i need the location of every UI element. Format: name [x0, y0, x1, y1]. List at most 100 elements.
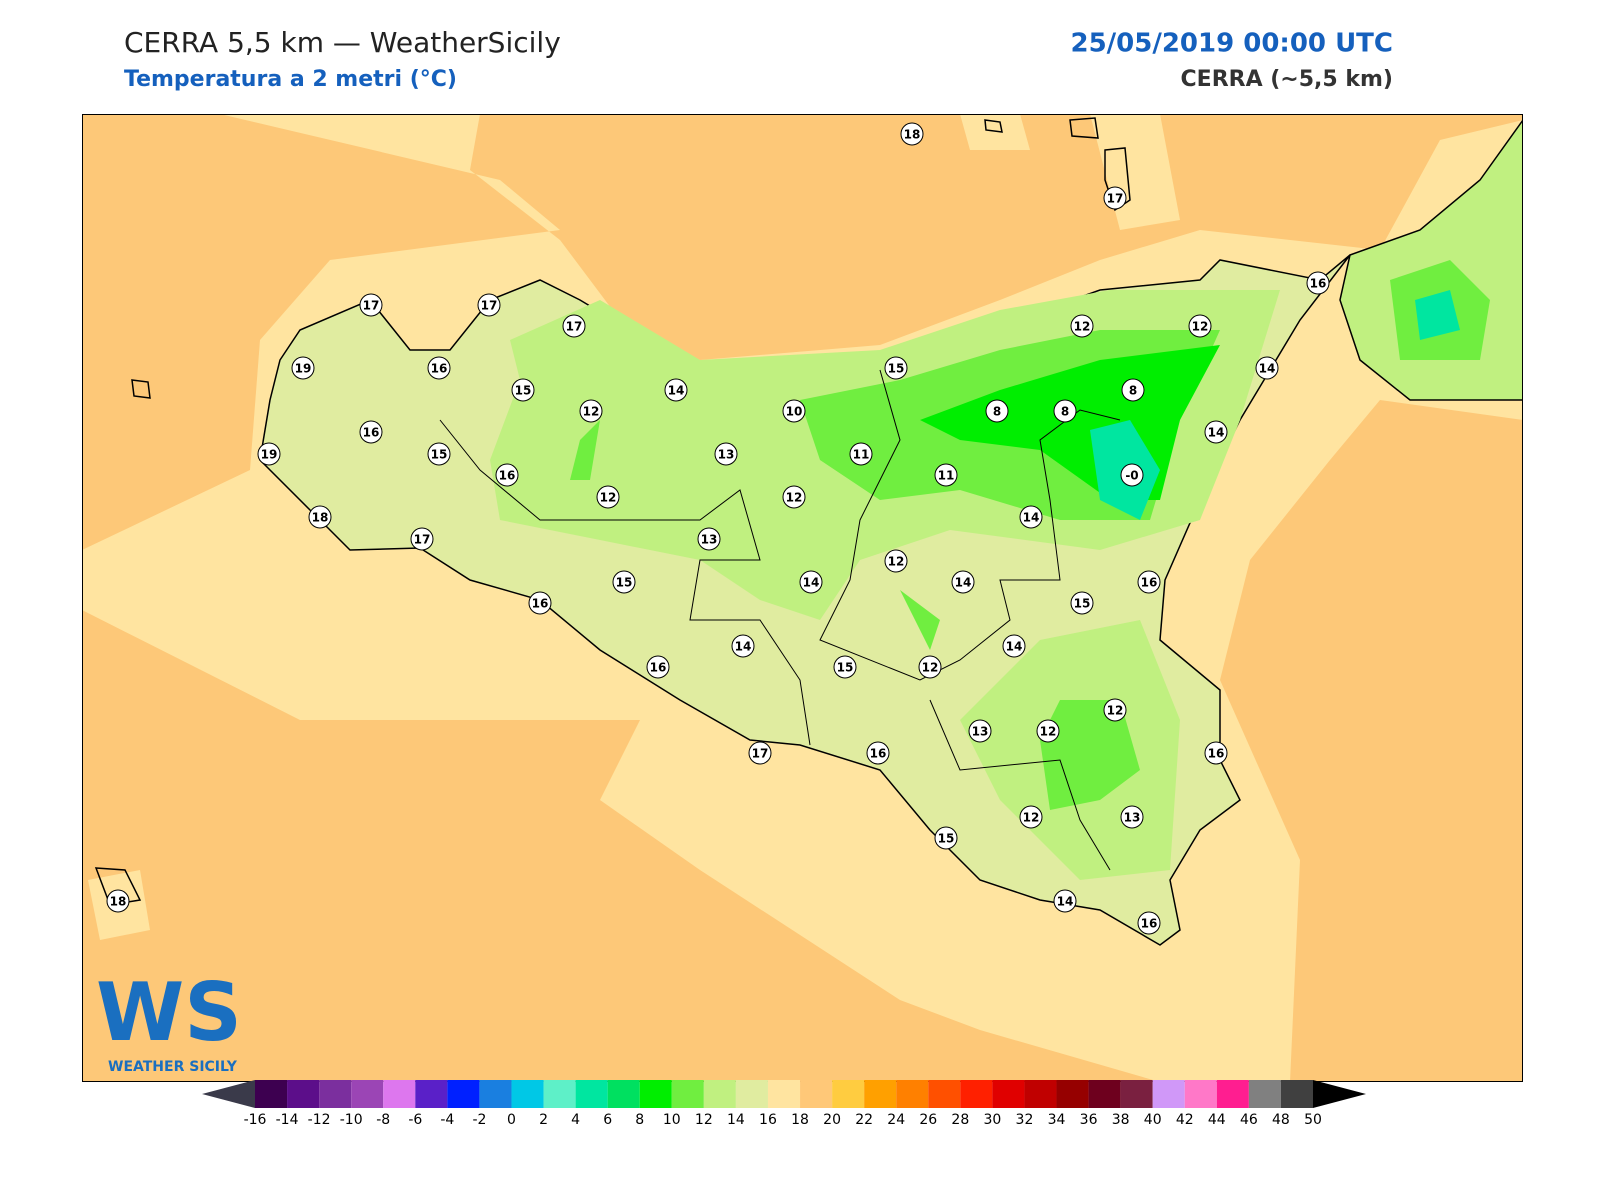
colorbar-tick-label: 6 [603, 1112, 612, 1128]
station-value: 13 [1124, 811, 1141, 825]
station-marker [918, 655, 942, 679]
station-marker [799, 570, 823, 594]
colorbar-box [1216, 1080, 1249, 1108]
colorbar-box [735, 1080, 768, 1108]
colorbar-box [1024, 1080, 1057, 1108]
colorbar-box [383, 1080, 416, 1108]
colorbar-box [703, 1080, 736, 1108]
colorbar-tick-label: 10 [663, 1112, 681, 1128]
colorbar-box [832, 1080, 865, 1108]
colorbar-box [639, 1080, 672, 1108]
station-value: 8 [1129, 384, 1137, 398]
station-marker [1103, 698, 1127, 722]
colorbar-box [415, 1080, 448, 1108]
colorbar-tick-label: 30 [983, 1112, 1001, 1128]
logo-name: WEATHER SICILY [108, 1059, 238, 1075]
colorbar-tick-label: 44 [1208, 1112, 1226, 1128]
station-value: 15 [431, 448, 448, 462]
colorbar-tick-label: 2 [539, 1112, 548, 1128]
station-value: 15 [515, 384, 532, 398]
station-marker [968, 719, 992, 743]
colorbar-tick-label: 46 [1240, 1112, 1258, 1128]
station-value: 16 [499, 469, 516, 483]
station-value: 14 [1006, 640, 1023, 654]
colorbar-box [319, 1080, 352, 1108]
station-marker [714, 442, 738, 466]
colorbar-over [1313, 1080, 1366, 1108]
station-marker [934, 826, 958, 850]
station-marker [106, 889, 130, 913]
colorbar-box [896, 1080, 929, 1108]
subtitle: Temperatura a 2 metri (°C) [124, 67, 457, 92]
colorbar-tick-label: 28 [951, 1112, 969, 1128]
station-value: 13 [701, 533, 718, 547]
station-marker [291, 356, 315, 380]
station-marker [1121, 378, 1145, 402]
colorbar-box [800, 1080, 833, 1108]
colorbar-box [1248, 1080, 1281, 1108]
station-marker [511, 378, 535, 402]
station-marker [1019, 805, 1043, 829]
colorbar-tick-label: -14 [276, 1112, 299, 1128]
colorbar-box [1120, 1080, 1153, 1108]
station-marker [1036, 719, 1060, 743]
colorbar-tick-label: 8 [635, 1112, 644, 1128]
station-value: 17 [1107, 192, 1124, 206]
station-marker [359, 293, 383, 317]
colorbar-tick-label: 26 [919, 1112, 937, 1128]
station-value: 8 [1061, 405, 1069, 419]
station-value: 18 [312, 511, 329, 525]
station-value: 14 [1208, 426, 1225, 440]
colorbar-tick-label: 42 [1176, 1112, 1194, 1128]
colorbar-box [992, 1080, 1025, 1108]
station-value: 12 [1023, 811, 1040, 825]
station-marker [1204, 741, 1228, 765]
colorbar-box [671, 1080, 704, 1108]
station-marker [664, 378, 688, 402]
station-marker [866, 741, 890, 765]
station-value: 14 [1057, 895, 1074, 909]
station-value: 17 [414, 533, 431, 547]
colorbar-tick-label: -2 [472, 1112, 486, 1128]
station-marker [1019, 505, 1043, 529]
calabria-colder [1415, 290, 1460, 340]
colorbar-tick-label: 20 [823, 1112, 841, 1128]
colorbar-box [1152, 1080, 1185, 1108]
station-value: 12 [922, 661, 939, 675]
station-value: 18 [110, 895, 127, 909]
colorbar-box [1088, 1080, 1121, 1108]
colorbar-tick-label: 16 [759, 1112, 777, 1128]
station-value: 15 [837, 661, 854, 675]
colorbar-box [607, 1080, 640, 1108]
station-value: 14 [955, 576, 972, 590]
datetime: 25/05/2019 00:00 UTC [1070, 29, 1393, 59]
station-value: 8 [993, 405, 1001, 419]
station-value: 16 [1208, 747, 1225, 761]
colorbar-tick-label: 0 [507, 1112, 516, 1128]
colorbar-box [864, 1080, 897, 1108]
station-value: 11 [853, 448, 870, 462]
station-value: 19 [295, 362, 312, 376]
station-marker [1188, 314, 1212, 338]
station-marker [951, 570, 975, 594]
station-marker [731, 634, 755, 658]
station-marker [1002, 634, 1026, 658]
station-value: 19 [261, 448, 278, 462]
station-marker [748, 741, 772, 765]
colorbar-tick-label: -8 [376, 1112, 390, 1128]
station-value: 14 [803, 576, 820, 590]
logo-mark: WS [96, 966, 242, 1059]
colorbar-tick-label: -16 [244, 1112, 267, 1128]
station-value: 12 [600, 491, 617, 505]
station-value: 16 [1141, 917, 1158, 931]
station-value: 12 [1107, 704, 1124, 718]
station-marker [1255, 356, 1279, 380]
stations: 18 17 17 17 17 16 12 12 19 16 15 14 15 14 8 8 8 12 10 16 14 1… [106, 122, 1330, 935]
station-marker [1070, 591, 1094, 615]
station-marker [612, 570, 636, 594]
station-marker [884, 356, 908, 380]
colorbar-tick-label: 4 [571, 1112, 580, 1128]
colorbar-box [447, 1080, 480, 1108]
station-value: 17 [363, 299, 380, 313]
